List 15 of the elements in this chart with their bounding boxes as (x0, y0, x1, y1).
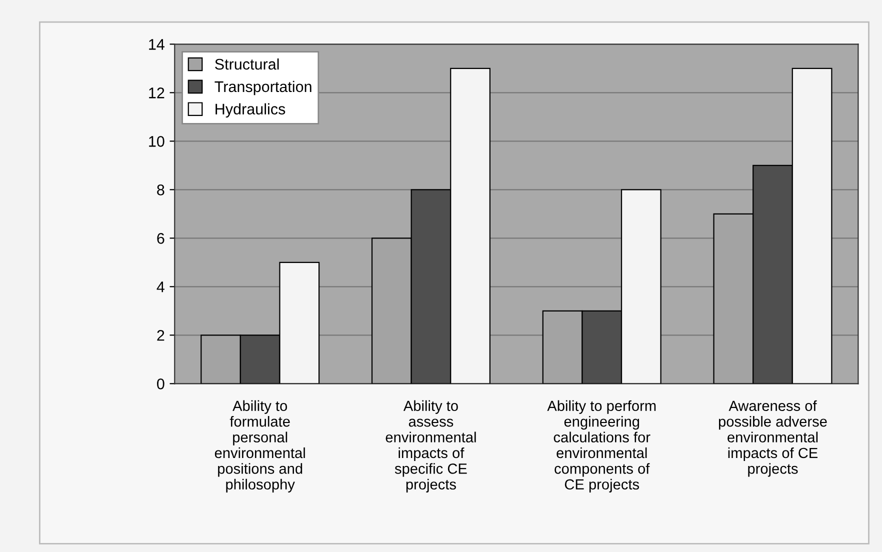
y-tick-label: 2 (157, 330, 164, 341)
x-tick-label: Awareness of possible adverse environmental impacts of CE projects (718, 400, 827, 477)
x-tick-label: Ability to perform engineering calculations for environmental components of CE projects (547, 400, 656, 492)
y-tick-label: 14 (149, 39, 164, 50)
legend-label: Transportation (214, 80, 312, 96)
y-tick-label: 8 (157, 184, 164, 196)
legend-label: Structural (215, 58, 279, 70)
y-tick-label: 6 (157, 233, 164, 244)
legend-label: Hydraulics (216, 103, 286, 118)
x-tick-label: Ability to assess environmental impacts of specific CE projects (386, 400, 476, 492)
y-tick-label: 12 (149, 88, 164, 98)
y-tick-label: 4 (156, 282, 164, 292)
x-tick-label: Ability to formulate personal environmental positions and philosophy (214, 400, 305, 492)
y-tick-label: 0 (157, 378, 164, 390)
y-tick-label: 10 (149, 136, 164, 147)
